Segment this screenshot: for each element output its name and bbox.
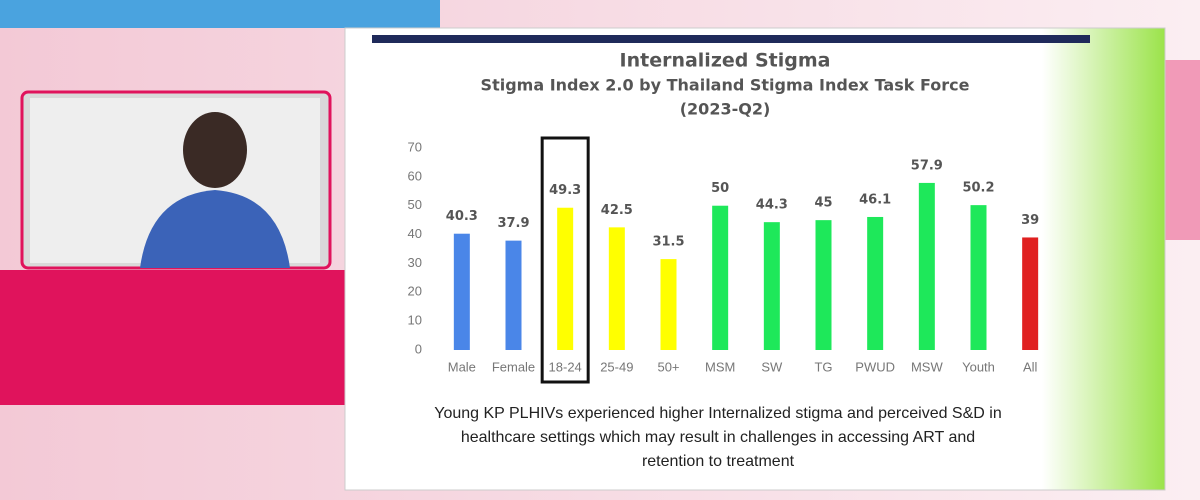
value-label: 57.9: [911, 158, 943, 173]
bar: [1022, 237, 1039, 350]
bar: [453, 233, 470, 350]
x-tick-label: 18-24: [549, 359, 582, 374]
bar: [763, 222, 780, 350]
y-tick-label: 30: [408, 255, 422, 270]
caption: healthcare settings which may result in …: [461, 429, 975, 446]
caption: retention to treatment: [642, 453, 795, 470]
side-decoration: [1165, 60, 1200, 240]
value-label: 42.5: [601, 203, 633, 218]
top-banner: [0, 0, 440, 28]
chart-title: Internalized Stigma: [620, 50, 831, 72]
bar: [505, 240, 522, 350]
x-tick-label: PWUD: [855, 359, 895, 374]
speaker-head: [183, 112, 247, 188]
x-tick-label: MSM: [705, 359, 735, 374]
y-tick-label: 0: [415, 341, 422, 356]
x-tick-label: All: [1023, 359, 1038, 374]
speaker-body: [140, 190, 290, 268]
value-label: 50: [711, 181, 729, 196]
value-label: 40.3: [446, 209, 478, 224]
y-tick-label: 40: [408, 226, 422, 241]
bar: [608, 227, 625, 350]
x-tick-label: Male: [448, 359, 476, 374]
y-tick-label: 10: [408, 313, 422, 328]
y-tick-label: 60: [408, 168, 422, 183]
x-tick-label: MSW: [911, 359, 944, 374]
y-tick-label: 20: [408, 284, 422, 299]
value-label: 46.1: [859, 192, 891, 207]
bar: [660, 259, 677, 350]
bar: [867, 216, 884, 350]
x-tick-label: Youth: [962, 359, 995, 374]
x-tick-label: 50+: [657, 359, 679, 374]
chart-subtitle: Stigma Index 2.0 by Thailand Stigma Inde…: [481, 76, 970, 95]
bar: [712, 205, 729, 350]
bar: [815, 220, 832, 350]
value-label: 44.3: [756, 198, 788, 213]
value-label: 45: [814, 196, 832, 211]
chart-subtitle: (2023-Q2): [680, 100, 771, 119]
bar: [918, 182, 935, 350]
plot: 0 10 20 30 40 50 60 70 Male 40.3 Female 37.9 18-24 49…: [408, 136, 1039, 384]
caption: Young KP PLHIVs experienced higher Inter…: [434, 405, 1001, 422]
value-label: 31.5: [652, 235, 684, 250]
x-tick-label: Female: [492, 359, 535, 374]
magenta-band: [0, 270, 345, 405]
x-tick-label: TG: [814, 359, 832, 374]
bar: [970, 205, 987, 350]
slide-header-bar: [372, 35, 1090, 43]
value-label: 50.2: [962, 181, 994, 196]
highlight-box: [540, 136, 590, 384]
x-tick-label: 25-49: [600, 359, 633, 374]
x-tick-label: SW: [761, 359, 783, 374]
bar: [557, 207, 574, 350]
value-label: 49.3: [549, 183, 581, 198]
y-tick-label: 50: [408, 197, 422, 212]
y-tick-label: 70: [408, 139, 422, 154]
value-label: 37.9: [497, 216, 529, 231]
value-label: 39: [1021, 213, 1039, 228]
